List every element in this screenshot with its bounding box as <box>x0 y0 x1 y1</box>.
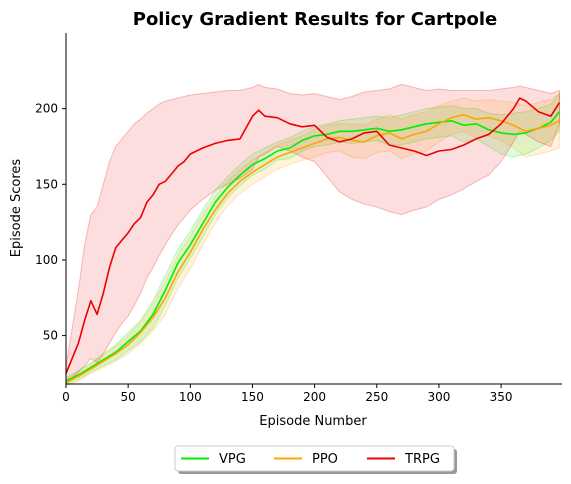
axes: 0 50 100 150 200 250 300 350 50 100 150 200 <box>35 33 562 404</box>
x-tick-label: 300 <box>427 390 450 404</box>
trpg-confidence-band <box>65 83 560 382</box>
chart-title: Policy Gradient Results for Cartpole <box>133 9 497 30</box>
ppo-series-line <box>65 113 560 384</box>
vpg-series-line <box>65 111 561 382</box>
x-tick-label: 200 <box>303 390 326 404</box>
y-tick-label: 50 <box>43 329 58 343</box>
legend-label-trpg: TRPG <box>404 452 440 467</box>
plot-area <box>65 83 561 387</box>
x-tick-label: 350 <box>490 390 513 404</box>
y-tick-label: 200 <box>35 102 58 116</box>
legend-box <box>174 445 455 472</box>
legend: VPG PPO TRPG <box>174 445 457 474</box>
vpg-confidence-band <box>65 92 560 385</box>
x-tick-label: 50 <box>121 390 136 404</box>
y-axis-label: Episode Scores <box>9 159 24 258</box>
legend-label-vpg: VPG <box>219 452 246 467</box>
ppo-confidence-band <box>65 92 560 387</box>
x-axis-label: Episode Number <box>259 414 367 429</box>
legend-label-ppo: PPO <box>312 452 338 467</box>
trpg-series-line <box>65 97 561 374</box>
y-tick-label: 100 <box>35 253 58 267</box>
y-tick-label: 150 <box>35 177 58 191</box>
x-tick-label: 100 <box>179 390 202 404</box>
x-tick-label: 0 <box>62 390 70 404</box>
x-tick-label: 250 <box>365 390 388 404</box>
x-tick-label: 150 <box>241 390 264 404</box>
